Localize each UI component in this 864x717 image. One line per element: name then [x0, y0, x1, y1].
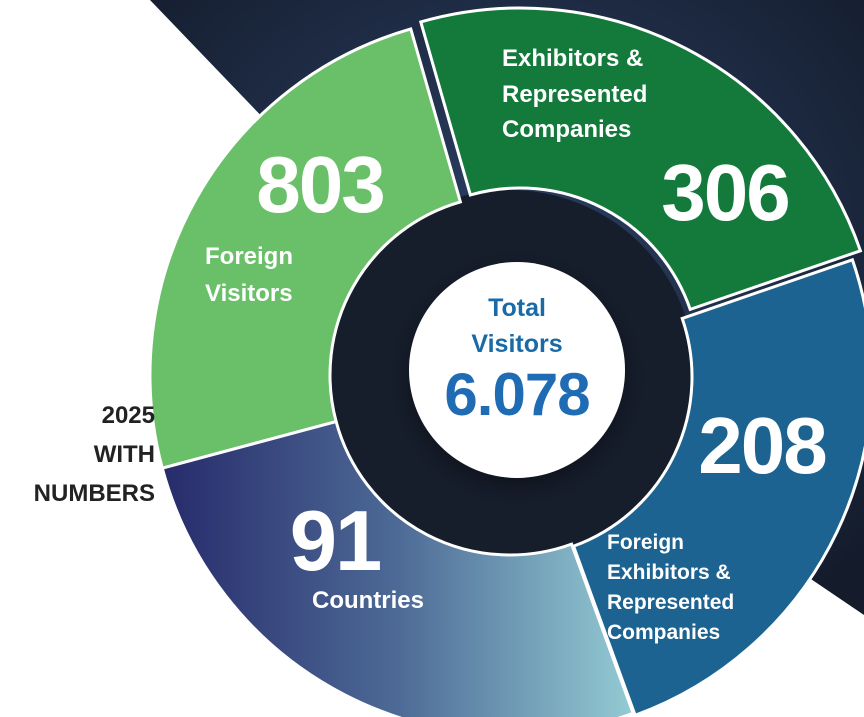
center-circle: [409, 262, 625, 478]
side-label: 2025: [102, 402, 155, 429]
segment-label: Foreign: [607, 531, 684, 554]
segment-label: Countries: [312, 587, 424, 614]
segment-label: Companies: [607, 621, 720, 644]
donut-segment: [418, 6, 863, 312]
segment-label: Represented: [502, 81, 647, 108]
center-title: Visitors: [471, 330, 562, 358]
center-value: 6.078: [444, 361, 589, 428]
donut-segment: [148, 27, 463, 471]
segment-value: 91: [290, 494, 381, 589]
side-label: NUMBERS: [34, 480, 155, 507]
segment-value: 306: [661, 148, 788, 237]
donut-segment: [160, 419, 636, 717]
segment-value: 208: [698, 401, 826, 490]
segment-label: Foreign: [205, 243, 293, 270]
segment-label: Exhibitors &: [502, 45, 643, 72]
segment-value: 803: [256, 140, 383, 229]
donut-segment: [571, 257, 864, 717]
segment-label: Companies: [502, 116, 631, 143]
segment-label: Visitors: [205, 280, 293, 307]
segment-label: Exhibitors &: [607, 561, 731, 584]
center-title: Total: [488, 294, 546, 322]
segment-label: Represented: [607, 591, 734, 614]
side-label: WITH: [94, 441, 155, 468]
